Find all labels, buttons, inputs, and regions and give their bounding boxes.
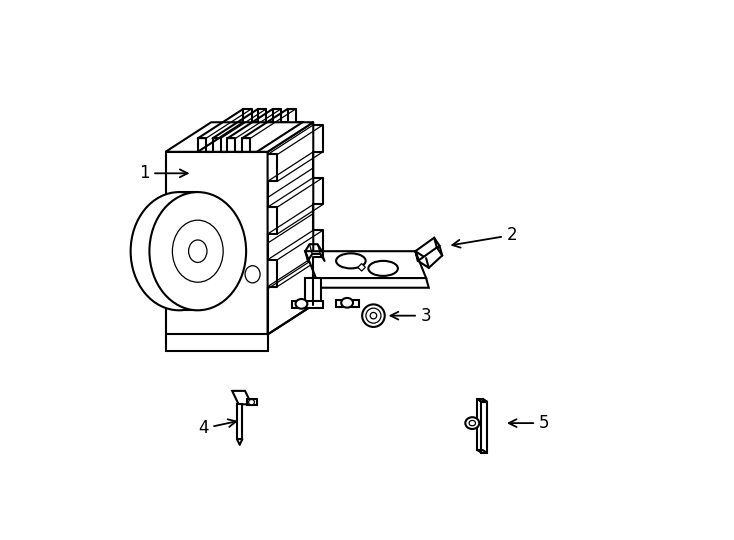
Text: 2: 2 [452, 226, 517, 248]
Ellipse shape [150, 192, 246, 310]
Polygon shape [316, 278, 429, 288]
Ellipse shape [245, 266, 260, 283]
Ellipse shape [249, 400, 255, 405]
Ellipse shape [336, 253, 366, 268]
Polygon shape [358, 264, 366, 271]
Ellipse shape [296, 299, 308, 309]
Polygon shape [482, 402, 487, 453]
Polygon shape [477, 399, 482, 450]
Ellipse shape [189, 240, 207, 262]
Ellipse shape [469, 421, 476, 426]
Text: 1: 1 [139, 164, 188, 183]
Polygon shape [415, 238, 440, 258]
Polygon shape [305, 251, 426, 278]
Polygon shape [166, 122, 313, 152]
Polygon shape [292, 301, 324, 308]
Text: 3: 3 [390, 307, 432, 325]
Ellipse shape [131, 192, 228, 310]
Polygon shape [305, 278, 321, 305]
Ellipse shape [370, 313, 377, 319]
Polygon shape [336, 300, 359, 307]
Ellipse shape [362, 305, 385, 327]
Polygon shape [418, 247, 442, 268]
Ellipse shape [172, 220, 223, 282]
Polygon shape [232, 391, 252, 404]
Ellipse shape [368, 261, 398, 276]
Polygon shape [247, 399, 257, 406]
Text: 5: 5 [509, 414, 550, 432]
Text: 4: 4 [198, 419, 236, 437]
Polygon shape [237, 404, 242, 439]
Ellipse shape [341, 298, 353, 308]
Polygon shape [268, 122, 313, 334]
Ellipse shape [465, 417, 479, 429]
Polygon shape [166, 152, 268, 334]
Ellipse shape [366, 308, 381, 323]
